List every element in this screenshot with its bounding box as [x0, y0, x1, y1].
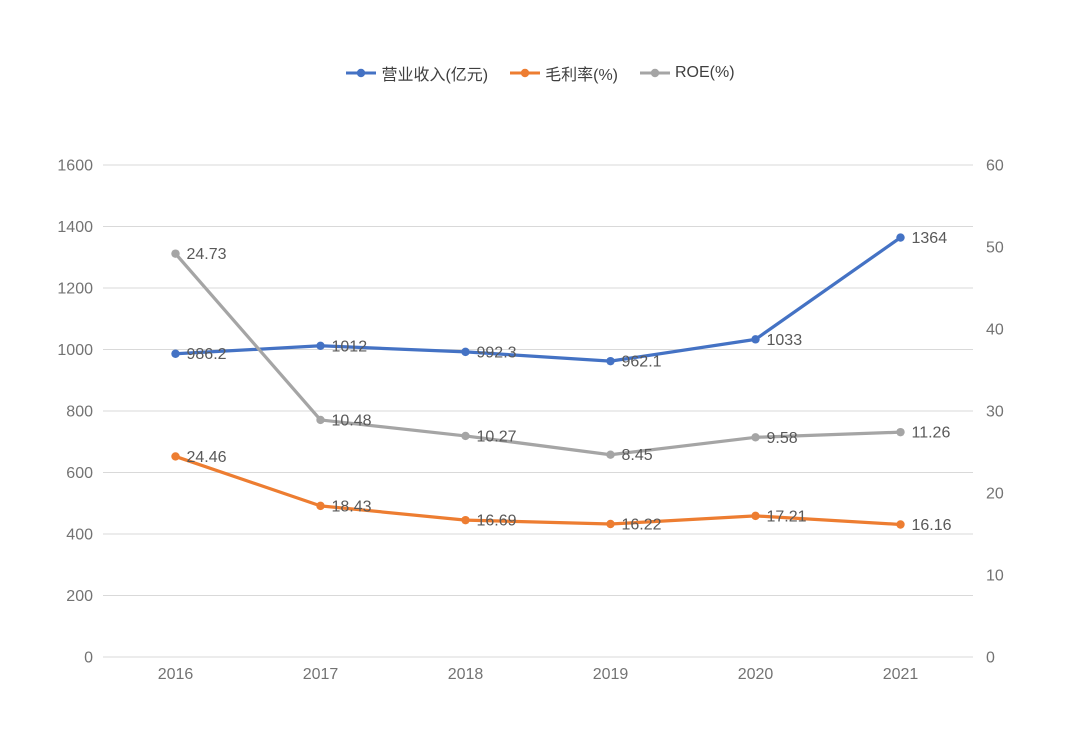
y-axis-right-tick-label: 0	[986, 650, 995, 667]
data-label-roe: 10.48	[332, 412, 372, 429]
data-point-marker-roe	[751, 433, 760, 442]
data-label-revenue: 1033	[767, 332, 803, 349]
data-point-marker-revenue	[896, 233, 905, 242]
x-axis-tick-label: 2018	[448, 666, 484, 683]
y-axis-left-tick-label: 1400	[57, 219, 93, 236]
x-axis-tick-label: 2019	[593, 666, 629, 683]
y-axis-right: 0 10 20 30 40 50 60	[986, 158, 1004, 667]
data-point-marker-gross-margin	[896, 520, 905, 529]
data-label-revenue: 1364	[912, 230, 948, 247]
data-label-roe: 11.26	[912, 425, 951, 442]
y-axis-right-tick-label: 20	[986, 486, 1004, 503]
legend-label: 营业收入(亿元)	[381, 67, 489, 84]
y-axis-right-tick-label: 40	[986, 322, 1004, 339]
y-axis-right-tick-label: 60	[986, 158, 1004, 175]
data-label-roe: 24.73	[187, 246, 227, 263]
legend-line-marker-icon	[346, 68, 377, 78]
x-axis-tick-label: 2016	[158, 666, 194, 683]
series-path-roe	[173, 252, 903, 457]
legend-label: 毛利率(%)	[545, 67, 618, 84]
y-axis-left-tick-label: 1600	[57, 158, 93, 175]
data-label-gross-margin: 18.43	[332, 498, 372, 515]
data-point-marker-roe	[896, 427, 905, 437]
data-point-marker-gross-margin	[316, 501, 325, 511]
data-point-marker-gross-margin	[751, 511, 760, 521]
series-line-roe	[171, 249, 905, 459]
y-axis-left: 0 200 400 600 800 1000 1200 1400 1600	[57, 158, 93, 667]
data-label-revenue: 986.2	[187, 346, 227, 363]
data-point-marker-revenue	[606, 356, 615, 366]
y-axis-left-tick-label: 1200	[57, 281, 93, 298]
y-axis-left-tick-label: 200	[66, 588, 93, 605]
y-axis-left-tick-label: 400	[66, 527, 93, 544]
data-label-revenue: 962.1	[622, 354, 662, 371]
x-axis-tick-label: 2021	[883, 666, 919, 683]
data-point-marker-revenue	[171, 349, 180, 358]
data-label-roe: 8.45	[622, 447, 653, 464]
legend-line-marker-icon	[510, 68, 541, 78]
data-label-gross-margin: 16.16	[912, 517, 952, 534]
legend-label: ROE(%)	[675, 64, 735, 81]
data-point-marker-revenue	[751, 335, 760, 344]
x-axis-tick-label: 2020	[738, 666, 774, 683]
data-point-marker-revenue	[316, 341, 325, 351]
series-path-gross-margin	[173, 454, 903, 527]
y-axis-left-tick-label: 0	[84, 650, 93, 667]
series-line-gross-margin	[171, 452, 905, 529]
data-point-marker-gross-margin	[461, 515, 470, 525]
legend-line-marker-icon	[640, 68, 670, 78]
data-point-marker-gross-margin	[171, 452, 180, 461]
y-axis-right-tick-label: 10	[986, 568, 1004, 585]
data-point-marker-roe	[316, 415, 325, 425]
legend-item-gross-margin: 毛利率(%)	[509, 61, 618, 85]
data-label-gross-margin: 16.69	[477, 513, 517, 530]
data-label-gross-margin: 17.21	[767, 508, 807, 525]
data-point-marker-roe	[171, 249, 180, 258]
data-label-roe: 10.27	[477, 428, 517, 445]
data-label-gross-margin: 16.22	[622, 516, 662, 533]
y-axis-right-tick-label: 50	[986, 240, 1004, 257]
grid-lines	[103, 164, 973, 658]
data-label-gross-margin: 24.46	[187, 449, 227, 466]
data-point-marker-revenue	[461, 347, 470, 357]
x-axis: 2016 2017 2018 2019 2020 2021	[158, 666, 919, 683]
chart-legend: 营业收入(亿元) 毛利率(%) ROE(%)	[0, 61, 1080, 85]
y-axis-right-tick-label: 30	[986, 404, 1004, 421]
y-axis-left-tick-label: 800	[66, 404, 93, 421]
data-point-marker-roe	[461, 431, 470, 441]
data-labels: 986.2 1012 992.3 962.1 1033 1364 24.46 18.43 16.…	[187, 230, 952, 534]
data-label-roe: 9.58	[767, 430, 798, 447]
legend-item-roe: ROE(%)	[639, 64, 735, 82]
series-path-revenue	[173, 235, 903, 363]
series-line-revenue	[171, 233, 905, 366]
data-point-marker-gross-margin	[606, 519, 615, 529]
legend-item-revenue: 营业收入(亿元)	[345, 61, 488, 85]
data-label-revenue: 1012	[332, 338, 368, 355]
data-point-marker-roe	[606, 450, 615, 459]
y-axis-left-tick-label: 1000	[57, 342, 93, 359]
x-axis-tick-label: 2017	[303, 666, 339, 683]
data-label-revenue: 992.3	[477, 344, 517, 361]
y-axis-left-tick-label: 600	[66, 465, 93, 482]
